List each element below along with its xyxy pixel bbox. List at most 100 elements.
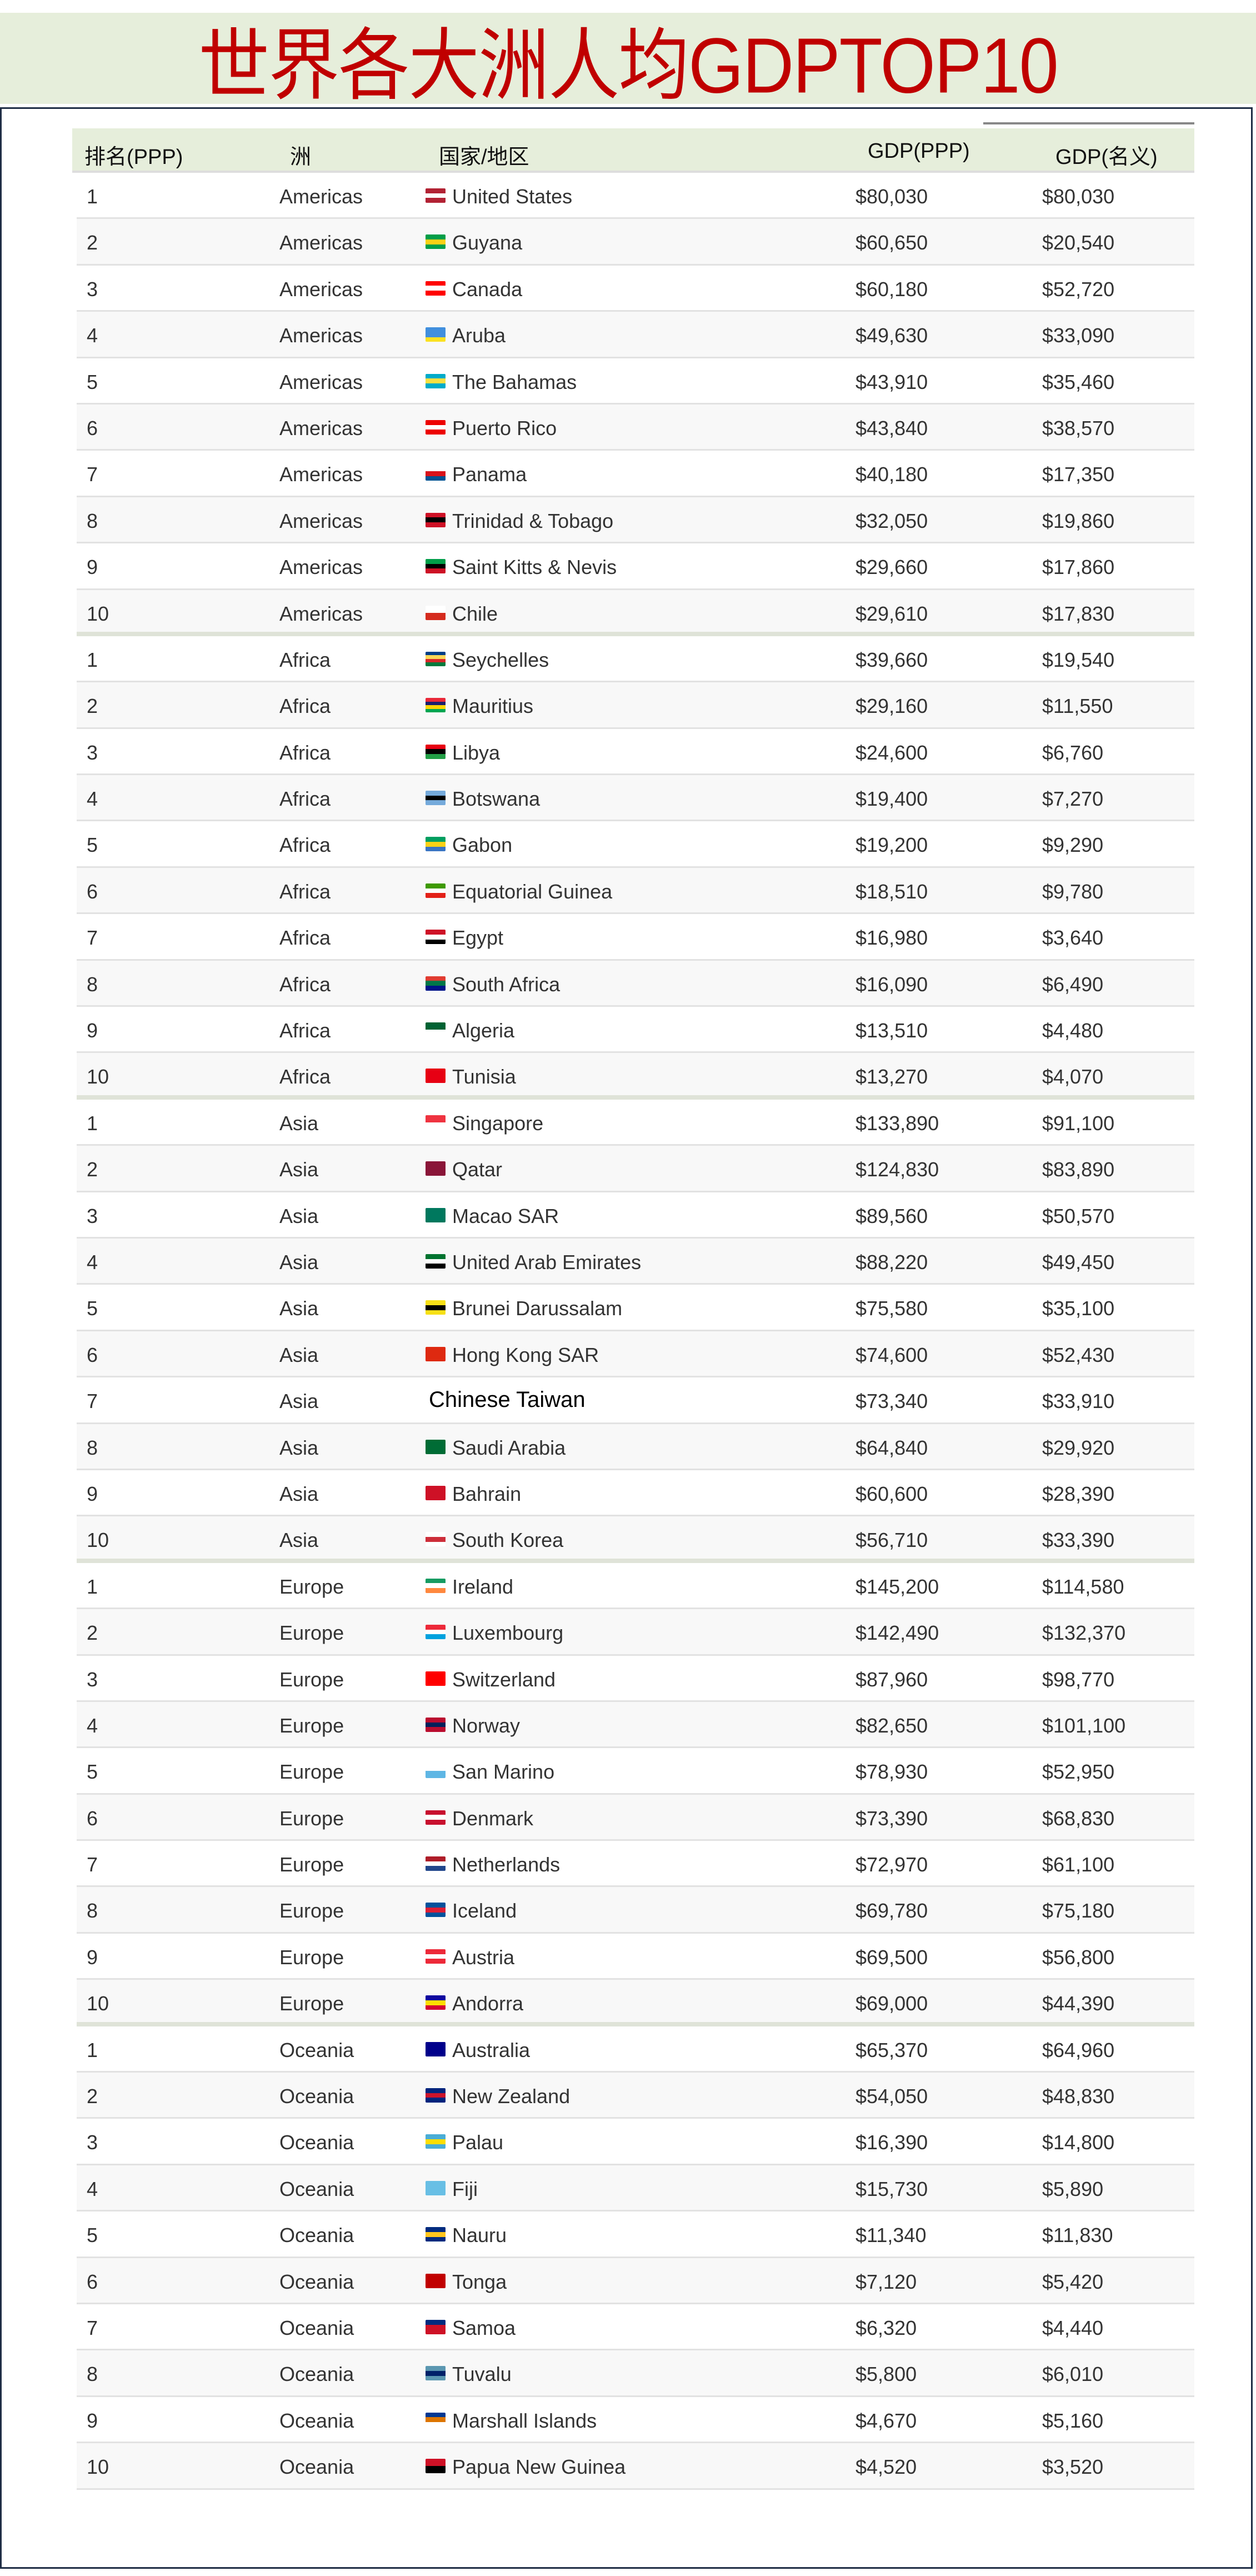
flag-icon	[426, 1207, 446, 1222]
flag-icon	[426, 605, 446, 620]
rank-cell: 8	[87, 1899, 98, 1923]
gdp-ppp-cell: $82,650	[855, 1714, 928, 1737]
country-cell: Nauru	[452, 2224, 507, 2247]
continent-cell: Americas	[279, 556, 363, 579]
table-row: 4 Asia United Arab Emirates $88,220 $49,450	[77, 1238, 1194, 1285]
country-cell: Samoa	[452, 2316, 516, 2339]
continent-cell: Americas	[279, 602, 363, 625]
table-row: 2 Oceania New Zealand $54,050 $48,830	[77, 2073, 1194, 2119]
gdp-ppp-cell: $65,370	[855, 2038, 928, 2061]
header-gdp-nominal: GDP(名义)	[1055, 146, 1158, 169]
table-row: 1 Africa Seychelles $39,660 $19,540	[77, 636, 1194, 683]
table-row: 1 Americas United States $80,030 $80,030	[77, 173, 1194, 219]
table-row: 10 Africa Tunisia $13,270 $4,070	[77, 1053, 1194, 1100]
flag-icon	[426, 466, 446, 481]
gdp-nominal-cell: $5,160	[1042, 2409, 1104, 2432]
table-row: 4 Europe Norway $82,650 $101,100	[77, 1701, 1194, 1749]
rank-cell: 2	[87, 1158, 98, 1181]
flag-icon	[426, 791, 446, 806]
gdp-nominal-cell: $19,860	[1042, 509, 1115, 532]
gdp-ppp-cell: $15,730	[855, 2177, 928, 2200]
country-cell: Seychelles	[452, 648, 549, 671]
rank-cell: 6	[87, 1806, 98, 1830]
country-cell: Canada	[452, 277, 523, 301]
flag-icon	[426, 1485, 446, 1500]
rank-cell: 3	[87, 741, 98, 764]
gdp-nominal-cell: $11,830	[1042, 2224, 1113, 2247]
gdp-ppp-cell: $6,320	[855, 2316, 917, 2339]
continent-cell: Oceania	[279, 2131, 354, 2154]
continent-cell: Americas	[279, 324, 363, 347]
table-row: 4 Americas Aruba $49,630 $33,090	[77, 312, 1194, 358]
rank-cell: 10	[87, 602, 109, 625]
divider	[983, 122, 1194, 124]
country-cell: Tuvalu	[452, 2363, 512, 2386]
gdp-nominal-cell: $64,960	[1042, 2038, 1115, 2061]
country-cell: Luxembourg	[452, 1621, 564, 1645]
country-cell: Singapore	[452, 1111, 544, 1135]
gdp-nominal-cell: $6,760	[1042, 741, 1104, 764]
gdp-nominal-cell: $14,800	[1042, 2131, 1115, 2154]
gdp-nominal-cell: $91,100	[1042, 1111, 1115, 1135]
continent-cell: Asia	[279, 1250, 319, 1274]
gdp-ppp-cell: $69,780	[855, 1899, 928, 1923]
continent-cell: Asia	[279, 1482, 319, 1505]
gdp-ppp-cell: $16,090	[855, 972, 928, 996]
continent-cell: Americas	[279, 416, 363, 440]
country-cell: The Bahamas	[452, 370, 577, 393]
flag-icon	[426, 1069, 446, 1084]
continent-cell: Asia	[279, 1390, 319, 1413]
continent-cell: Europe	[279, 1760, 344, 1784]
flag-icon	[426, 2088, 446, 2103]
continent-cell: Americas	[279, 509, 363, 532]
gdp-ppp-cell: $29,610	[855, 602, 928, 625]
rank-cell: 8	[87, 972, 98, 996]
gdp-ppp-cell: $43,840	[855, 416, 928, 440]
gdp-ppp-cell: $124,830	[855, 1158, 939, 1181]
table-row: 3 Africa Libya $24,600 $6,760	[77, 729, 1194, 776]
flag-icon	[426, 744, 446, 759]
gdp-nominal-cell: $132,370	[1042, 1621, 1126, 1645]
table-row: 5 Asia Brunei Darussalam $75,580 $35,100	[77, 1285, 1194, 1331]
gdp-nominal-cell: $11,550	[1042, 695, 1113, 718]
table-row: 1 Europe Ireland $145,200 $114,580	[77, 1563, 1194, 1610]
flag-icon	[426, 930, 446, 945]
header-rank: 排名(PPP)	[84, 146, 183, 169]
rank-cell: 4	[87, 2177, 98, 2200]
table-row: 8 Europe Iceland $69,780 $75,180	[77, 1887, 1194, 1934]
flag-icon	[426, 1856, 446, 1871]
gdp-nominal-cell: $68,830	[1042, 1806, 1115, 1830]
gdp-nominal-cell: $28,390	[1042, 1482, 1115, 1505]
gdp-ppp-cell: $69,000	[855, 1992, 928, 2015]
rank-cell: 8	[87, 1436, 98, 1459]
flag-icon	[426, 420, 446, 435]
continent-cell: Americas	[279, 231, 363, 254]
gdp-ppp-cell: $72,970	[855, 1853, 928, 1876]
table-row: 3 Americas Canada $60,180 $52,720	[77, 266, 1194, 312]
continent-cell: Europe	[279, 1668, 344, 1691]
country-cell: South Africa	[452, 972, 561, 996]
table-row: 5 Europe San Marino $78,930 $52,950	[77, 1748, 1194, 1795]
gdp-nominal-cell: $75,180	[1042, 1899, 1115, 1923]
country-cell: Qatar	[452, 1158, 503, 1181]
country-cell: Denmark	[452, 1806, 534, 1830]
continent-cell: Asia	[279, 1297, 319, 1320]
table-row: 8 Africa South Africa $16,090 $6,490	[77, 960, 1194, 1007]
table-frame	[0, 107, 1253, 2569]
country-cell: South Korea	[452, 1529, 564, 1552]
table-row: 1 Asia Singapore $133,890 $91,100	[77, 1100, 1194, 1146]
continent-cell: Asia	[279, 1204, 319, 1227]
flag-icon	[426, 1625, 446, 1640]
gdp-nominal-cell: $98,770	[1042, 1668, 1115, 1691]
gdp-nominal-cell: $9,290	[1042, 833, 1104, 857]
gdp-ppp-cell: $4,670	[855, 2409, 917, 2432]
gdp-ppp-cell: $43,910	[855, 370, 928, 393]
continent-cell: Europe	[279, 1806, 344, 1830]
gdp-nominal-cell: $3,520	[1042, 2455, 1104, 2479]
gdp-nominal-cell: $17,860	[1042, 556, 1115, 579]
table-row: 9 Asia Bahrain $60,600 $28,390	[77, 1470, 1194, 1517]
country-cell: Panama	[452, 463, 527, 486]
gdp-nominal-cell: $4,440	[1042, 2316, 1104, 2339]
continent-cell: Africa	[279, 787, 331, 811]
gdp-nominal-cell: $33,390	[1042, 1529, 1115, 1552]
